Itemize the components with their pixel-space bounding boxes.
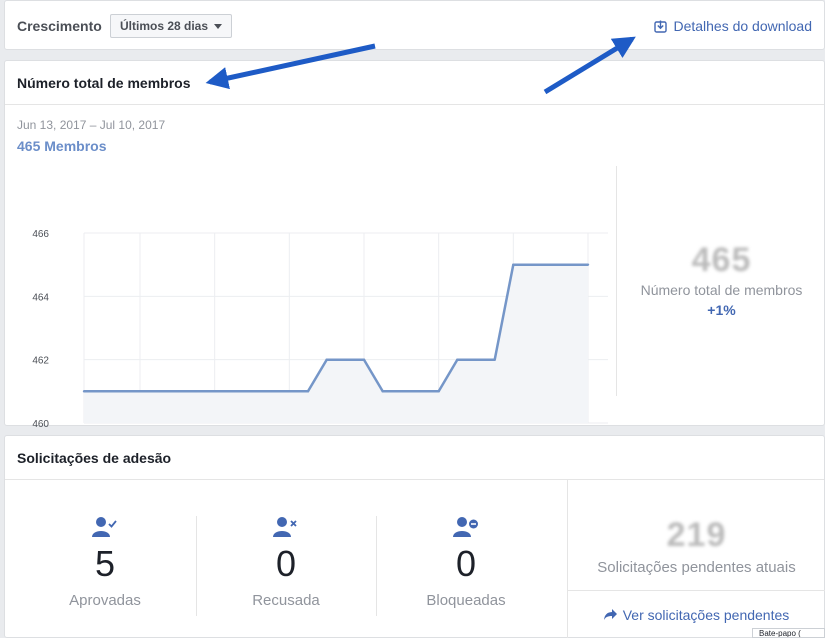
date-range-dropdown[interactable]: Últimos 28 dias bbox=[110, 14, 233, 38]
view-pending-requests-label: Ver solicitações pendentes bbox=[622, 606, 790, 623]
pending-count: 219 bbox=[666, 516, 727, 554]
download-details-link[interactable]: Detalhes do download bbox=[654, 18, 812, 34]
date-range-label: Últimos 28 dias bbox=[120, 19, 209, 33]
data-point bbox=[138, 390, 142, 393]
pending-label: Solicitações pendentes atuais bbox=[597, 559, 796, 576]
vertical-divider bbox=[616, 166, 617, 396]
declined-count: 0 bbox=[275, 543, 297, 584]
total-members-card: Número total de membros Jun 13, 2017 – J… bbox=[4, 60, 825, 453]
user-minus-icon bbox=[453, 517, 478, 537]
growth-title: Crescimento bbox=[17, 18, 102, 34]
members-change: +1% bbox=[707, 302, 736, 318]
data-point bbox=[213, 390, 216, 393]
join-requests-title: Solicitações de adesão bbox=[5, 436, 824, 480]
declined-label: Recusada bbox=[252, 592, 320, 609]
join-requests-card: Solicitações de adesão 5 Aprovadas 0 Rec… bbox=[4, 435, 825, 638]
y-tick-label: 462 bbox=[32, 356, 49, 367]
stat-divider bbox=[196, 516, 197, 616]
data-point bbox=[400, 390, 403, 393]
data-point bbox=[344, 358, 347, 361]
total-members-title: Número total de membros bbox=[5, 61, 824, 105]
blocked-label: Bloqueadas bbox=[426, 592, 506, 609]
members-count: 465 Membros bbox=[17, 138, 107, 154]
data-point bbox=[474, 358, 478, 361]
data-point bbox=[176, 390, 179, 393]
caret-down-icon bbox=[214, 23, 223, 29]
blocked-count: 0 bbox=[455, 543, 477, 584]
data-point bbox=[549, 263, 552, 266]
chat-tab[interactable]: Bate-papo ( bbox=[752, 628, 825, 638]
approved-label: Aprovadas bbox=[69, 592, 141, 609]
view-pending-requests-link[interactable]: Ver solicitações pendentes bbox=[568, 590, 825, 638]
data-point bbox=[232, 390, 235, 393]
data-point bbox=[288, 390, 291, 393]
data-point bbox=[568, 263, 571, 266]
data-point bbox=[250, 390, 254, 393]
pending-requests-panel: 219 Solicitações pendentes atuais Ver so… bbox=[567, 480, 825, 638]
data-point bbox=[194, 390, 198, 393]
data-point bbox=[456, 358, 459, 361]
data-point bbox=[269, 390, 272, 393]
approved-count: 5 bbox=[94, 543, 116, 584]
download-icon bbox=[654, 20, 668, 33]
declined-stat: 0 Recusada bbox=[196, 516, 376, 609]
members-total-value: 465 bbox=[691, 241, 752, 279]
data-point bbox=[157, 390, 160, 393]
y-tick-label: 464 bbox=[32, 292, 49, 303]
data-point bbox=[512, 263, 515, 266]
download-details-label: Detalhes do download bbox=[673, 18, 812, 34]
data-point bbox=[418, 390, 422, 393]
area-fill bbox=[84, 264, 588, 423]
data-point bbox=[437, 390, 440, 393]
approved-stat: 5 Aprovadas bbox=[15, 516, 195, 609]
data-point bbox=[120, 390, 123, 393]
members-line bbox=[84, 263, 588, 393]
y-tick-label: 466 bbox=[32, 229, 49, 240]
y-tick-label: 460 bbox=[32, 419, 49, 430]
data-point bbox=[82, 390, 86, 393]
data-point bbox=[306, 390, 310, 393]
members-date-range: Jun 13, 2017 – Jul 10, 2017 bbox=[17, 118, 166, 132]
data-point bbox=[493, 358, 496, 361]
data-point bbox=[362, 358, 366, 361]
user-check-icon bbox=[92, 517, 117, 537]
blocked-stat: 0 Bloqueadas bbox=[376, 516, 556, 609]
growth-header: Crescimento Últimos 28 dias Detalhes do … bbox=[4, 0, 825, 50]
data-point bbox=[101, 390, 104, 393]
data-point bbox=[325, 358, 328, 361]
data-point bbox=[381, 390, 384, 393]
share-arrow-icon bbox=[603, 609, 617, 620]
members-summary: 465 Número total de membros +1% bbox=[617, 241, 825, 318]
user-x-icon bbox=[273, 517, 297, 537]
stat-divider bbox=[376, 516, 377, 616]
data-point bbox=[530, 263, 534, 266]
data-point bbox=[586, 263, 590, 266]
members-chart: 460462464466Jun 13Jun 16Jun 20Jun 24Jun … bbox=[32, 229, 608, 453]
members-total-label: Número total de membros bbox=[640, 282, 803, 298]
